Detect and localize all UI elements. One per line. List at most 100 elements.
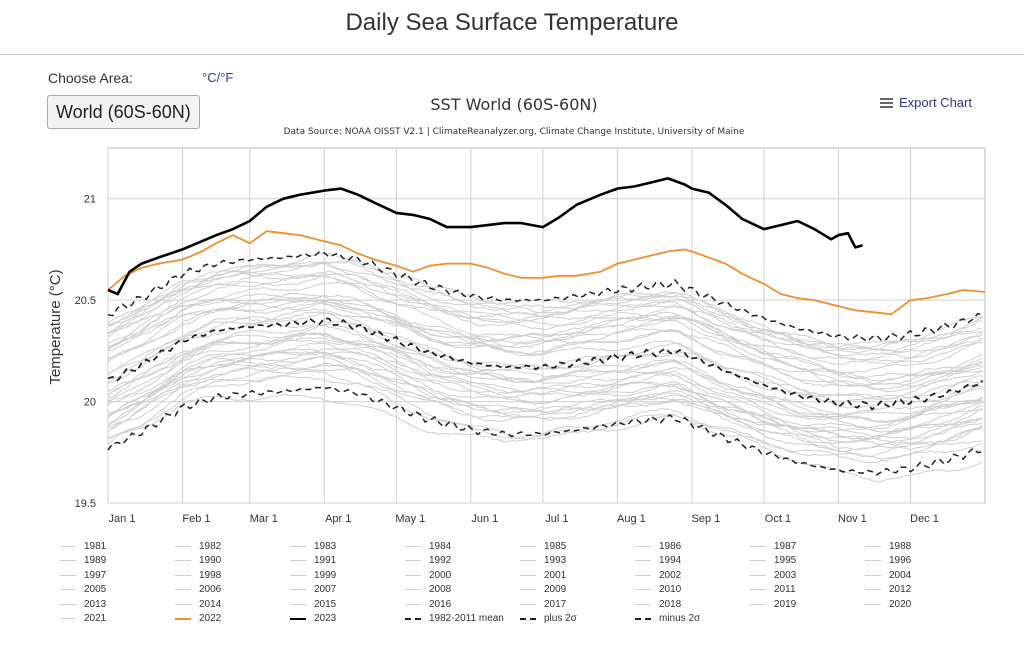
- legend-label: 2001: [544, 569, 567, 581]
- legend-label: 2016: [429, 598, 452, 610]
- legend-item[interactable]: 2022: [175, 612, 221, 626]
- legend-item[interactable]: 1989: [60, 554, 106, 568]
- legend-label: 2014: [199, 598, 222, 610]
- legend-item[interactable]: 1994: [635, 554, 681, 568]
- legend-item[interactable]: 2018: [635, 597, 681, 611]
- legend-item[interactable]: 1981: [60, 539, 106, 553]
- legend-label: 1998: [199, 569, 222, 581]
- legend-swatch: [865, 560, 881, 561]
- legend-item[interactable]: 1992: [405, 554, 451, 568]
- legend-item[interactable]: 1998: [175, 568, 221, 582]
- legend-item[interactable]: 1983: [290, 539, 336, 553]
- legend-item[interactable]: 1995: [750, 554, 796, 568]
- legend-item[interactable]: 2002: [635, 568, 681, 582]
- legend-swatch: [290, 574, 306, 576]
- legend-label: 2004: [889, 569, 912, 581]
- legend-item[interactable]: 2014: [175, 597, 221, 611]
- year-line: [107, 301, 983, 393]
- legend-item[interactable]: 1984: [405, 539, 451, 553]
- legend-label: 2010: [659, 584, 682, 595]
- legend-swatch: [520, 560, 536, 561]
- legend-item[interactable]: 2000: [405, 568, 451, 582]
- legend-swatch: [635, 617, 651, 620]
- legend-label: 1987: [774, 540, 797, 552]
- legend-item[interactable]: 1996: [865, 554, 911, 568]
- legend-swatch: [750, 545, 766, 547]
- legend-item[interactable]: 2012: [865, 583, 911, 597]
- legend-swatch: [865, 603, 881, 605]
- legend-item[interactable]: 2008: [405, 583, 451, 597]
- year-line: [107, 367, 983, 458]
- legend-swatch: [290, 617, 306, 620]
- unit-toggle-link[interactable]: °C/°F: [202, 70, 234, 85]
- legend-item[interactable]: 1982: [175, 539, 221, 553]
- x-tick-label: Mar 1: [250, 513, 278, 525]
- legend-label: 2002: [659, 569, 682, 581]
- legend-label: 1986: [659, 540, 682, 552]
- x-tick-label: Oct 1: [765, 513, 791, 525]
- legend-label: 2018: [659, 598, 682, 610]
- legend-label: 2019: [774, 598, 797, 610]
- legend-swatch: [865, 589, 881, 590]
- legend-item[interactable]: 2021: [60, 612, 106, 626]
- legend-label: 1982-2011 mean: [429, 613, 504, 624]
- climatology-lines: [107, 251, 984, 476]
- legend-item[interactable]: 2011: [750, 583, 796, 597]
- legend-item[interactable]: 1999: [290, 568, 336, 582]
- legend-swatch: [520, 574, 536, 576]
- mean-line: [107, 317, 984, 411]
- legend-item[interactable]: 1987: [750, 539, 796, 553]
- legend-item[interactable]: 2005: [60, 583, 106, 597]
- export-chart-label: Export Chart: [899, 95, 972, 110]
- legend-item[interactable]: 2001: [520, 568, 566, 582]
- legend-item[interactable]: 1991: [290, 554, 336, 568]
- year-line: [107, 351, 983, 441]
- x-tick-label: Feb 1: [182, 513, 210, 525]
- legend-item[interactable]: 2003: [750, 568, 796, 582]
- legend-item[interactable]: 1986: [635, 539, 681, 553]
- legend-item[interactable]: plus 2σ: [520, 612, 577, 626]
- year-line: [107, 393, 983, 483]
- x-tick-label: May 1: [395, 513, 425, 525]
- y-tick-label: 20.5: [75, 295, 96, 307]
- legend-swatch: [405, 589, 421, 590]
- legend-item[interactable]: 2023: [290, 612, 336, 626]
- legend-label: 2013: [84, 598, 107, 610]
- legend-item[interactable]: 2020: [865, 597, 911, 611]
- legend-label: 1983: [314, 540, 337, 552]
- legend-item[interactable]: 2015: [290, 597, 336, 611]
- legend-label: minus 2σ: [659, 613, 701, 624]
- legend-item[interactable]: 1997: [60, 568, 106, 582]
- legend-item[interactable]: 2004: [865, 568, 911, 582]
- x-tick-label: Jul 1: [545, 513, 568, 525]
- legend-item[interactable]: 1993: [520, 554, 566, 568]
- legend-item[interactable]: 2006: [175, 583, 221, 597]
- legend-label: 2012: [889, 584, 912, 595]
- legend-item[interactable]: 2009: [520, 583, 566, 597]
- legend-label: 2007: [314, 584, 337, 595]
- legend-item[interactable]: 2007: [290, 583, 336, 597]
- legend-label: 1999: [314, 569, 337, 581]
- legend-swatch: [60, 589, 76, 590]
- area-select-button[interactable]: World (60S-60N): [47, 95, 200, 129]
- legend-item[interactable]: 1982-2011 mean: [405, 612, 504, 626]
- legend-swatch: [520, 589, 536, 590]
- year-line: [107, 355, 983, 444]
- legend-item[interactable]: 2010: [635, 583, 681, 597]
- y-tick-label: 19.5: [75, 498, 96, 510]
- legend-swatch: [750, 603, 766, 605]
- legend-item[interactable]: 2017: [520, 597, 566, 611]
- legend-item[interactable]: 2016: [405, 597, 451, 611]
- legend-label: 1985: [544, 540, 567, 552]
- legend-item[interactable]: 1990: [175, 554, 221, 568]
- legend-swatch: [635, 603, 651, 605]
- x-tick-label: Sep 1: [691, 513, 720, 525]
- legend-item[interactable]: minus 2σ: [635, 612, 700, 626]
- legend-item[interactable]: 1985: [520, 539, 566, 553]
- x-tick-label: Aug 1: [617, 513, 646, 525]
- export-chart-button[interactable]: Export Chart: [880, 95, 972, 110]
- legend-item[interactable]: 1988: [865, 539, 911, 553]
- legend-item[interactable]: 2013: [60, 597, 106, 611]
- legend-item[interactable]: 2019: [750, 597, 796, 611]
